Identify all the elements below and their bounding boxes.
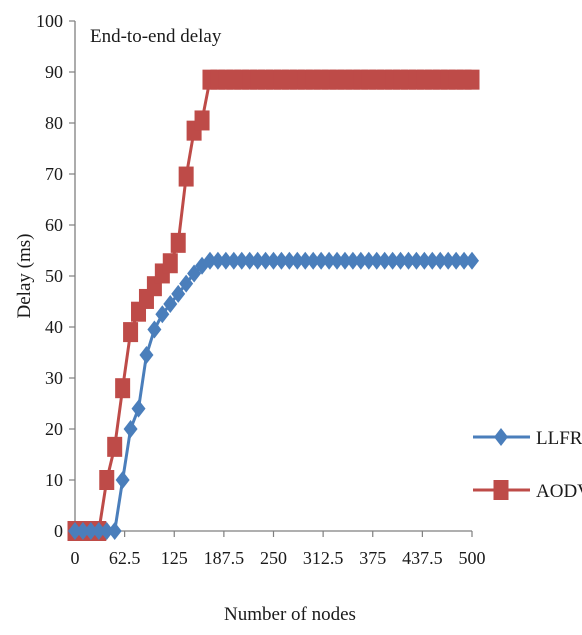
data-point-llfr	[258, 251, 273, 270]
data-point-llfr	[91, 522, 106, 540]
data-point-llfr	[330, 251, 345, 270]
legend-item-aodv: AODV	[473, 480, 582, 502]
data-point-llfr	[99, 522, 114, 540]
data-point-llfr	[274, 251, 289, 270]
data-point-llfr	[322, 251, 337, 270]
data-point-aodv	[115, 378, 131, 399]
y-tick-label: 30	[45, 368, 63, 388]
chart-title: End-to-end delay	[90, 26, 222, 47]
data-point-llfr	[409, 251, 424, 270]
data-point-llfr	[242, 251, 257, 270]
data-point-llfr	[457, 251, 472, 270]
legend-marker	[493, 480, 509, 500]
x-tick-label: 375	[359, 548, 386, 568]
data-point-llfr	[163, 295, 178, 314]
data-point-llfr	[369, 251, 384, 270]
data-point-llfr	[131, 399, 146, 418]
x-tick-label: 500	[459, 548, 486, 568]
data-point-aodv	[464, 69, 480, 90]
data-point-aodv	[99, 470, 115, 490]
data-point-llfr	[441, 251, 456, 270]
data-point-aodv	[107, 436, 123, 457]
legend-label: AODV	[536, 481, 582, 502]
data-point-llfr	[425, 251, 440, 270]
data-point-llfr	[83, 522, 98, 540]
data-point-llfr	[353, 251, 368, 270]
data-point-llfr	[107, 522, 122, 540]
y-tick-label: 70	[45, 164, 63, 184]
series-layer	[67, 69, 480, 541]
series-llfr	[68, 251, 479, 540]
y-tick-label: 100	[36, 11, 63, 31]
data-point-llfr	[337, 251, 352, 270]
legend-label: LLFR	[536, 428, 582, 449]
legend: LLFR AODV	[473, 428, 582, 502]
data-point-llfr	[314, 251, 329, 270]
data-point-llfr	[210, 251, 225, 270]
x-tick-label: 187.5	[204, 548, 245, 568]
data-point-llfr	[377, 251, 392, 270]
x-tick-label: 125	[161, 548, 188, 568]
y-tick-label: 0	[54, 521, 63, 541]
x-tick-label: 437.5	[402, 548, 443, 568]
data-point-aodv	[178, 166, 194, 187]
x-axis-title: Number of nodes	[224, 604, 356, 625]
y-tick-label: 20	[45, 419, 63, 439]
data-point-aodv	[162, 253, 178, 274]
data-point-llfr	[68, 522, 82, 540]
data-point-llfr	[75, 522, 90, 540]
x-tick-label: 250	[260, 548, 287, 568]
data-point-llfr	[465, 251, 479, 270]
data-point-aodv	[194, 110, 210, 131]
data-point-llfr	[401, 251, 416, 270]
data-point-llfr	[218, 251, 233, 270]
y-tick-label: 50	[45, 266, 63, 286]
data-point-llfr	[179, 274, 194, 293]
data-point-llfr	[282, 251, 297, 270]
series-aodv	[67, 69, 480, 541]
data-point-llfr	[139, 346, 154, 365]
data-point-llfr	[115, 471, 130, 489]
x-tick-label: 312.5	[303, 548, 344, 568]
data-point-llfr	[298, 251, 313, 270]
data-point-aodv	[170, 232, 186, 253]
data-point-llfr	[449, 251, 464, 270]
data-point-llfr	[417, 251, 432, 270]
legend-marker	[494, 428, 508, 446]
data-point-llfr	[290, 251, 305, 270]
data-point-llfr	[433, 251, 448, 270]
data-point-llfr	[147, 320, 162, 339]
axes-layer: 0 10 20 30 40 50 60 70 80 90 100 0 62.5 125 187.5 250 31…	[36, 11, 486, 568]
legend-item-llfr: LLFR	[473, 428, 582, 449]
data-point-llfr	[171, 284, 186, 303]
y-axis-title: Delay (ms)	[14, 234, 35, 319]
data-point-llfr	[123, 420, 138, 438]
data-point-llfr	[202, 251, 217, 270]
data-point-llfr	[385, 251, 400, 270]
data-point-llfr	[226, 251, 241, 270]
x-tick-label: 62.5	[109, 548, 141, 568]
data-point-llfr	[266, 251, 281, 270]
data-point-llfr	[306, 251, 321, 270]
x-tick-label: 0	[71, 548, 80, 568]
y-tick-label: 80	[45, 113, 63, 133]
data-point-llfr	[155, 305, 170, 324]
data-point-llfr	[234, 251, 249, 270]
data-point-llfr	[345, 251, 360, 270]
data-point-llfr	[361, 251, 376, 270]
y-tick-label: 90	[45, 62, 63, 82]
y-tick-label: 60	[45, 215, 63, 235]
data-point-aodv	[123, 322, 139, 343]
data-point-llfr	[250, 251, 265, 270]
y-tick-label: 10	[45, 470, 63, 490]
y-tick-label: 40	[45, 317, 63, 337]
series-line-llfr	[75, 259, 472, 533]
data-point-llfr	[393, 251, 408, 270]
